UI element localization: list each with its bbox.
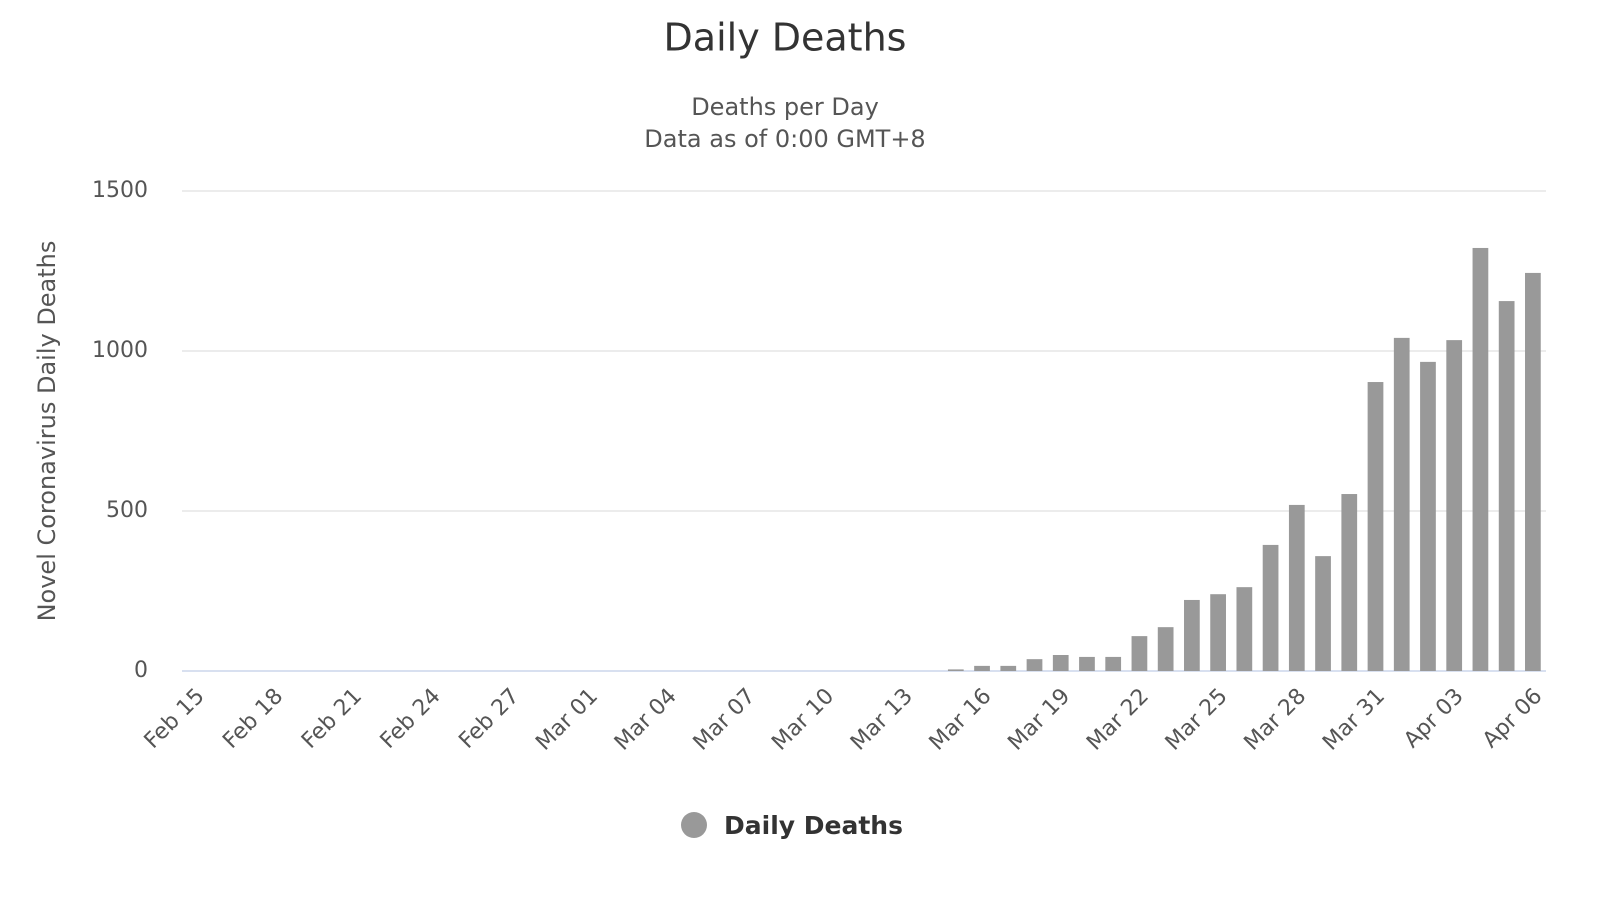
- bar: [1525, 272, 1541, 671]
- bar: [1288, 504, 1305, 671]
- bar: [1262, 544, 1279, 671]
- chart-subtitle: Data as of 0:00 GMT+8: [644, 125, 925, 153]
- bar: [1341, 494, 1358, 671]
- bar: [1157, 627, 1174, 671]
- x-tick-label: Mar 07: [689, 684, 761, 756]
- bar: [1131, 636, 1148, 671]
- chart-title: Daily Deaths: [664, 16, 907, 60]
- x-tick-label: Mar 13: [846, 684, 918, 756]
- x-tick-label: Mar 10: [767, 684, 839, 756]
- bar: [1000, 665, 1017, 671]
- x-tick-label: Apr 03: [1399, 684, 1468, 753]
- bar: [974, 665, 990, 671]
- x-tick-label: Mar 01: [531, 684, 603, 756]
- bar: [1026, 659, 1043, 671]
- bar: [1393, 337, 1410, 671]
- y-axis-label: Novel Coronavirus Daily Deaths: [33, 241, 61, 622]
- x-tick-label: Mar 22: [1082, 684, 1154, 756]
- bar: [947, 669, 964, 671]
- y-tick-label: 0: [134, 658, 148, 683]
- bar: [1184, 599, 1200, 671]
- legend-label: Daily Deaths: [724, 811, 903, 840]
- bar: [1079, 656, 1095, 671]
- x-tick-label: Feb 15: [140, 684, 210, 754]
- x-tick-label: Feb 24: [376, 684, 446, 754]
- x-tick-label: Mar 31: [1318, 684, 1390, 756]
- x-tick-label: Mar 19: [1003, 684, 1075, 756]
- bar: [1105, 656, 1122, 671]
- y-tick-label: 1000: [92, 338, 148, 363]
- y-tick-label: 500: [106, 498, 148, 523]
- bar: [1498, 301, 1515, 671]
- x-tick-label: Apr 06: [1478, 684, 1547, 753]
- x-tick-label: Mar 28: [1240, 684, 1312, 756]
- bar: [1210, 594, 1226, 671]
- bar: [1236, 587, 1253, 671]
- bar: [1052, 655, 1069, 671]
- x-tick-label: Feb 18: [218, 684, 288, 754]
- x-tick-label: Mar 25: [1161, 684, 1233, 756]
- bar: [1315, 556, 1331, 671]
- bar: [1472, 247, 1489, 671]
- chart-subtitle: Deaths per Day: [691, 93, 879, 121]
- x-tick-label: Feb 27: [454, 684, 524, 754]
- bar: [1446, 340, 1463, 671]
- bar: [1420, 361, 1436, 671]
- x-tick-label: Feb 21: [297, 684, 367, 754]
- legend-marker: [681, 812, 707, 838]
- x-tick-label: Mar 04: [610, 684, 682, 756]
- bar: [1367, 382, 1384, 671]
- x-tick-label: Mar 16: [925, 684, 997, 756]
- y-tick-label: 1500: [92, 178, 148, 203]
